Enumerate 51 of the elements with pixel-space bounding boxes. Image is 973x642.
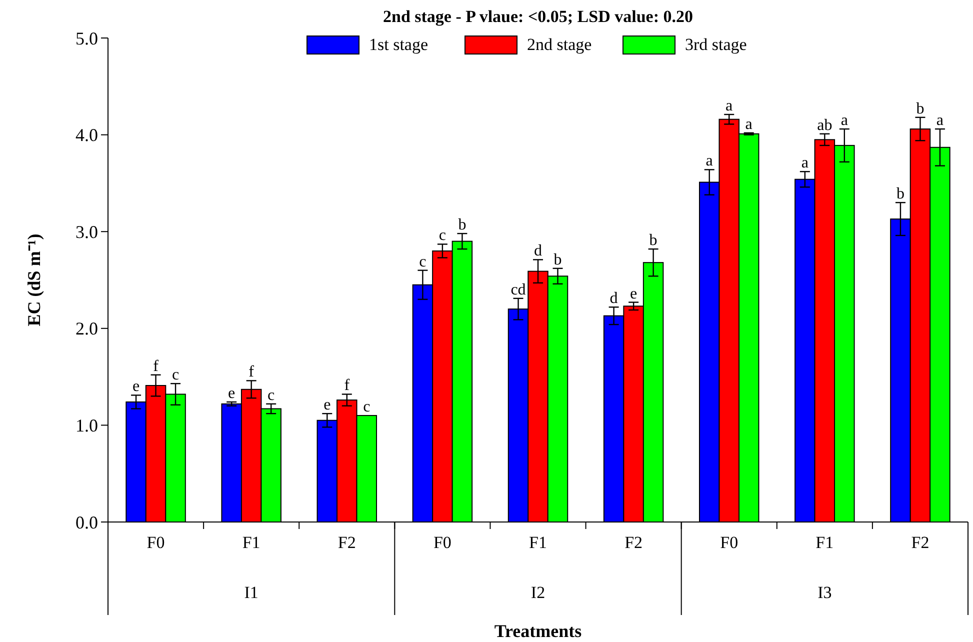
x-tick-label: F1 — [242, 533, 260, 552]
data-label: f — [153, 358, 160, 375]
data-label: b — [554, 251, 562, 268]
x-tick-label: F2 — [624, 533, 643, 552]
data-label: b — [916, 100, 924, 118]
y-tick-label: 4.0 — [76, 125, 98, 146]
data-label: e — [132, 378, 140, 396]
data-label: c — [172, 366, 180, 384]
data-label: c — [268, 386, 275, 404]
data-label: c — [438, 227, 446, 244]
x-tick-label: F0 — [720, 533, 738, 552]
y-tick-label: 1.0 — [76, 416, 98, 436]
legend-label: 3rd stage — [685, 35, 747, 54]
data-label: e — [630, 285, 638, 302]
text: I3 — [818, 583, 832, 602]
legend-label: 2nd stage — [527, 35, 592, 54]
data-label: c — [419, 253, 426, 270]
text: I1 — [244, 583, 258, 602]
text: I2 — [530, 583, 546, 602]
x-tick-label: F1 — [529, 533, 547, 552]
data-label: cd — [510, 281, 526, 298]
data-label: d — [534, 242, 542, 260]
x-tick-label: F0 — [146, 533, 165, 552]
y-tick-label: 2.0 — [76, 318, 98, 339]
data-label: ab — [817, 116, 832, 134]
chart-title: 2nd stage - P vlaue: <0.05; LSD value: 0.20 — [382, 7, 694, 26]
y-tick-label: 5.0 — [76, 28, 98, 48]
y-tick-label: 3.0 — [76, 222, 98, 242]
data-label: b — [896, 186, 904, 203]
data-label: a — [745, 116, 752, 133]
x-tick-label: F2 — [911, 533, 930, 552]
data-label: f — [344, 377, 350, 394]
x-tick-label: F0 — [433, 533, 452, 552]
data-label: a — [706, 152, 713, 170]
data-label: e — [324, 396, 331, 414]
data-label: f — [248, 364, 255, 381]
data-label: a — [726, 97, 733, 114]
x-tick-label: F2 — [338, 533, 356, 552]
legend-label: 1st stage — [369, 35, 428, 54]
x-axis-title: Treatments — [494, 621, 582, 641]
data-label: e — [228, 384, 236, 402]
x-tick-label: F1 — [816, 533, 834, 552]
data-label: d — [610, 290, 618, 308]
y-tick-label: 0.0 — [76, 512, 98, 532]
data-label: a — [801, 154, 808, 172]
data-label: c — [363, 398, 370, 416]
data-label: a — [936, 112, 944, 129]
data-label: a — [840, 112, 848, 129]
y-axis-title: EC (dS m⁻¹) — [24, 234, 44, 326]
data-label: b — [649, 232, 658, 250]
data-label: b — [458, 216, 466, 234]
